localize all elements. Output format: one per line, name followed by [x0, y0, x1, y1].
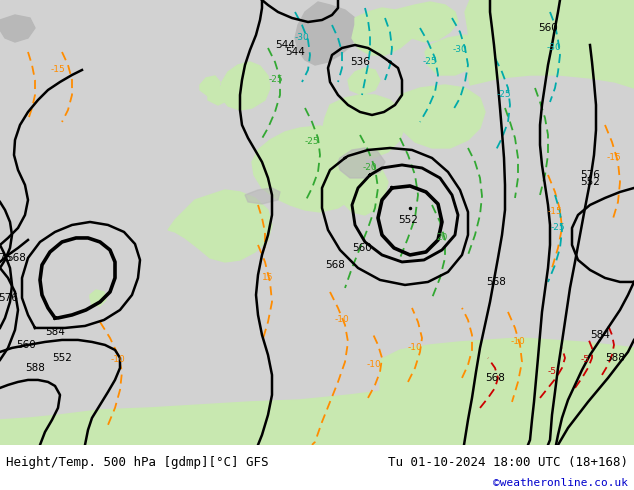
Text: -30: -30: [295, 33, 309, 43]
Text: -25: -25: [551, 223, 566, 232]
Polygon shape: [168, 190, 272, 262]
Polygon shape: [396, 85, 485, 148]
Polygon shape: [295, 2, 358, 65]
Text: -10: -10: [110, 355, 126, 365]
Polygon shape: [338, 148, 385, 178]
Text: 552: 552: [580, 177, 600, 187]
Text: 20: 20: [436, 233, 448, 243]
Polygon shape: [395, 2, 458, 42]
Text: 588: 588: [605, 353, 625, 363]
Text: 544: 544: [275, 40, 295, 50]
Text: 552: 552: [398, 215, 418, 225]
Text: -10: -10: [510, 338, 526, 346]
Text: 576: 576: [580, 170, 600, 180]
Text: 76: 76: [0, 253, 11, 263]
Polygon shape: [252, 126, 368, 212]
Text: ©weatheronline.co.uk: ©weatheronline.co.uk: [493, 478, 628, 488]
Polygon shape: [352, 8, 415, 55]
Polygon shape: [425, 35, 480, 75]
Text: 576: 576: [0, 293, 18, 303]
Text: 560: 560: [16, 340, 36, 350]
Text: -10: -10: [408, 343, 422, 352]
Text: 588: 588: [25, 363, 45, 373]
Text: 560: 560: [538, 23, 558, 33]
Text: Height/Temp. 500 hPa [gdmp][°C] GFS: Height/Temp. 500 hPa [gdmp][°C] GFS: [6, 456, 269, 468]
Text: 584: 584: [590, 330, 610, 340]
Polygon shape: [322, 95, 405, 160]
Text: 584: 584: [45, 327, 65, 337]
Text: -25: -25: [269, 75, 283, 84]
Polygon shape: [220, 62, 270, 110]
Text: 568: 568: [325, 260, 345, 270]
Text: 568: 568: [6, 253, 26, 263]
Polygon shape: [0, 15, 35, 42]
Text: 536: 536: [350, 57, 370, 67]
Text: -15: -15: [51, 66, 65, 74]
Text: -10: -10: [366, 361, 382, 369]
Text: -20: -20: [363, 164, 377, 172]
Text: -5: -5: [581, 355, 590, 365]
Polygon shape: [340, 165, 388, 215]
Text: -25: -25: [305, 138, 320, 147]
Text: -30: -30: [547, 44, 561, 52]
Polygon shape: [185, 408, 205, 420]
Text: 544: 544: [285, 47, 305, 57]
Text: -15: -15: [548, 207, 562, 217]
Text: -25: -25: [423, 57, 437, 67]
Text: -15: -15: [607, 153, 621, 163]
Text: 568: 568: [485, 373, 505, 383]
Text: 15: 15: [262, 273, 274, 282]
Text: Tu 01-10-2024 18:00 UTC (18+168): Tu 01-10-2024 18:00 UTC (18+168): [387, 456, 628, 468]
Text: 568: 568: [486, 277, 506, 287]
Polygon shape: [465, 0, 634, 88]
Polygon shape: [0, 358, 634, 445]
Polygon shape: [245, 188, 280, 204]
Text: -30: -30: [453, 46, 467, 54]
Text: -10: -10: [335, 316, 349, 324]
Text: -5: -5: [548, 368, 557, 376]
Polygon shape: [208, 85, 230, 105]
Polygon shape: [200, 76, 220, 96]
Text: 560: 560: [352, 243, 372, 253]
Text: 552: 552: [52, 353, 72, 363]
Polygon shape: [348, 68, 380, 95]
Text: -25: -25: [496, 91, 511, 99]
Polygon shape: [380, 338, 634, 445]
Polygon shape: [90, 290, 106, 306]
